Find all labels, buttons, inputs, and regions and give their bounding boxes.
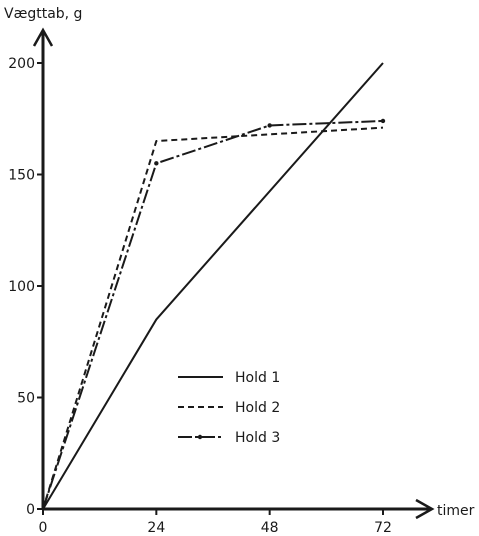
- x-tick-label-0: 0: [39, 520, 48, 536]
- x-tick-label-1: 24: [147, 520, 165, 536]
- y-tick-label-2: 100: [8, 279, 35, 295]
- series-line-2: [42, 126, 384, 510]
- series-3-point-3: [380, 118, 386, 124]
- y-tick-label-1: 50: [17, 391, 35, 407]
- y-ticks: 0 50 100 150 200: [8, 56, 43, 518]
- x-tick-label-2: 48: [261, 520, 279, 536]
- y-axis-title: Vægttab, g: [4, 6, 82, 22]
- y-axis-arrowhead: [32, 27, 54, 47]
- series-3-point-1: [154, 161, 159, 166]
- y-tick-label-0: 0: [26, 502, 35, 518]
- legend-label-3: Hold 3: [235, 430, 280, 446]
- legend-label-1: Hold 1: [235, 370, 280, 386]
- legend-swatch-dot-3: [197, 434, 203, 440]
- series-3-point-2: [267, 123, 272, 128]
- legend: Hold 1 Hold 2 Hold 3: [178, 370, 280, 446]
- axes: [32, 27, 435, 520]
- y-tick-label-3: 150: [8, 168, 35, 184]
- x-axis-arrowhead: [415, 498, 435, 520]
- x-ticks: 0 24 48 72: [39, 509, 392, 536]
- y-tick-label-4: 200: [8, 56, 35, 72]
- series-line-1: [42, 62, 384, 510]
- x-axis-title: timer: [437, 503, 475, 519]
- x-tick-label-3: 72: [374, 520, 392, 536]
- series-line-3: [42, 119, 384, 510]
- series-lines: [42, 62, 386, 510]
- legend-label-2: Hold 2: [235, 400, 280, 416]
